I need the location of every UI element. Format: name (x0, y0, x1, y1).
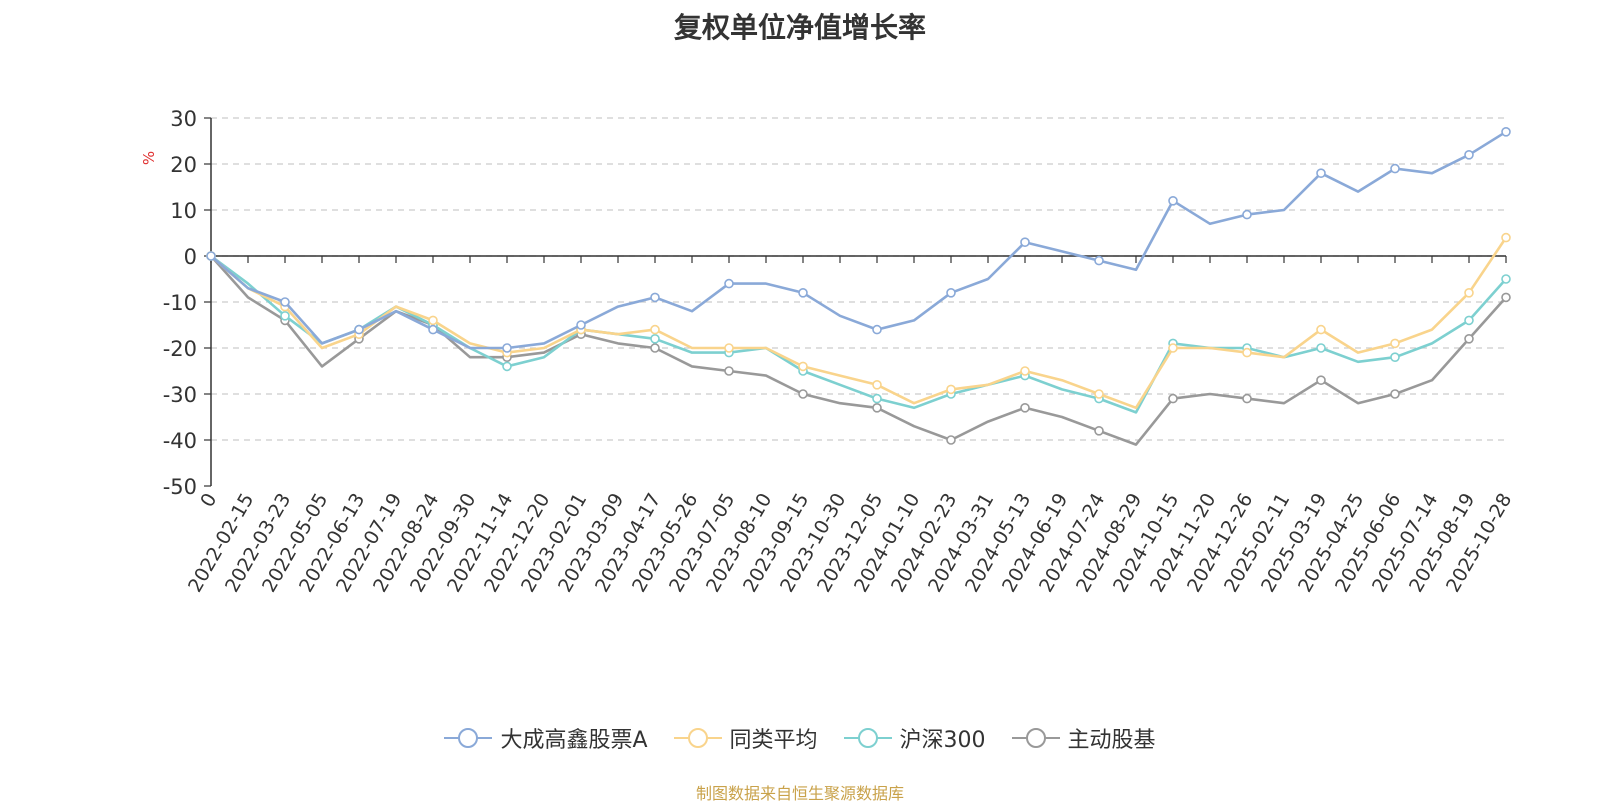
x-tick-label: 0 (196, 490, 221, 511)
legend-item-1[interactable]: 同类平均 (673, 722, 818, 754)
data-point[interactable] (1168, 343, 1178, 353)
legend-marker-icon (843, 728, 892, 748)
y-tick-label: -50 (163, 475, 197, 499)
legend-item-2[interactable]: 沪深300 (843, 722, 986, 754)
data-point[interactable] (872, 379, 882, 390)
series-line-2[interactable] (210, 254, 1507, 414)
data-point[interactable] (650, 333, 660, 344)
data-point[interactable] (1464, 333, 1474, 344)
data-point[interactable] (1316, 168, 1326, 178)
data-point[interactable] (280, 297, 290, 307)
series-lines (206, 127, 1511, 446)
data-point[interactable] (1390, 163, 1400, 174)
data-point[interactable] (428, 315, 438, 326)
y-tick-label: -40 (163, 429, 197, 453)
chart-title: 复权单位净值增长率 (673, 11, 926, 44)
data-point[interactable] (798, 287, 808, 298)
data-point[interactable] (1094, 389, 1104, 399)
data-point[interactable] (1020, 366, 1030, 376)
legend-marker-icon (673, 728, 722, 748)
data-point[interactable] (428, 324, 438, 335)
data-point[interactable] (1316, 343, 1326, 353)
data-point[interactable] (946, 287, 956, 298)
data-point[interactable] (946, 435, 956, 445)
data-point[interactable] (1020, 402, 1030, 413)
legend-label: 沪深300 (899, 728, 986, 753)
data-point[interactable] (724, 278, 734, 289)
data-point[interactable] (724, 366, 734, 376)
data-point[interactable] (724, 343, 734, 353)
data-point[interactable] (650, 324, 660, 335)
data-point[interactable] (798, 361, 808, 372)
data-point[interactable] (1390, 338, 1400, 349)
data-point[interactable] (206, 251, 216, 261)
y-tick-label: 10 (170, 199, 197, 223)
y-tick-label: 30 (170, 107, 197, 131)
data-point[interactable] (1168, 393, 1178, 404)
data-point[interactable] (1168, 196, 1178, 206)
data-point[interactable] (1094, 255, 1104, 266)
data-point[interactable] (650, 343, 660, 353)
data-point[interactable] (502, 343, 512, 353)
data-point[interactable] (1390, 352, 1400, 363)
data-point[interactable] (872, 402, 882, 413)
legend-marker-icon (1011, 728, 1060, 748)
y-tick-label: -10 (163, 291, 197, 315)
y-tick-label: 0 (184, 245, 197, 269)
data-point[interactable] (1464, 315, 1474, 326)
legend-item-0[interactable]: 大成高鑫股票A (444, 722, 648, 754)
legend-marker-icon (444, 728, 493, 748)
y-tick-label: -20 (163, 337, 197, 361)
data-point[interactable] (1242, 393, 1252, 404)
data-point[interactable] (872, 324, 882, 335)
data-point[interactable] (1501, 232, 1511, 243)
legend[interactable]: 大成高鑫股票A 同类平均 沪深300 主动股基 (0, 722, 1600, 754)
data-point[interactable] (872, 393, 882, 404)
y-tick-label: -30 (163, 383, 197, 407)
data-point[interactable] (280, 310, 290, 321)
data-source-footer: 制图数据来自恒生聚源数据库 (695, 784, 904, 803)
data-point[interactable] (1501, 127, 1511, 137)
data-point[interactable] (1020, 237, 1030, 247)
data-point[interactable] (354, 324, 364, 335)
data-point[interactable] (1316, 324, 1326, 335)
y-tick-label: 20 (170, 153, 197, 177)
series-line-0[interactable] (210, 130, 1507, 350)
series-line-1[interactable] (210, 236, 1508, 410)
data-point[interactable] (798, 389, 808, 399)
legend-label: 大成高鑫股票A (500, 728, 648, 753)
legend-item-3[interactable]: 主动股基 (1011, 722, 1156, 754)
data-point[interactable] (502, 361, 512, 372)
data-point[interactable] (946, 384, 956, 395)
y-axis-label: % (140, 151, 158, 165)
data-point[interactable] (1501, 274, 1511, 284)
data-point[interactable] (576, 320, 586, 330)
data-point[interactable] (1464, 150, 1474, 160)
data-point[interactable] (1316, 375, 1326, 386)
data-point[interactable] (1242, 209, 1252, 220)
data-point[interactable] (650, 292, 660, 303)
data-point[interactable] (1242, 347, 1252, 358)
data-point[interactable] (1464, 287, 1474, 298)
data-point[interactable] (1501, 292, 1511, 303)
data-point[interactable] (1390, 389, 1400, 399)
legend-label: 主动股基 (1067, 728, 1156, 753)
legend-label: 同类平均 (729, 728, 818, 753)
data-point[interactable] (1094, 425, 1104, 436)
